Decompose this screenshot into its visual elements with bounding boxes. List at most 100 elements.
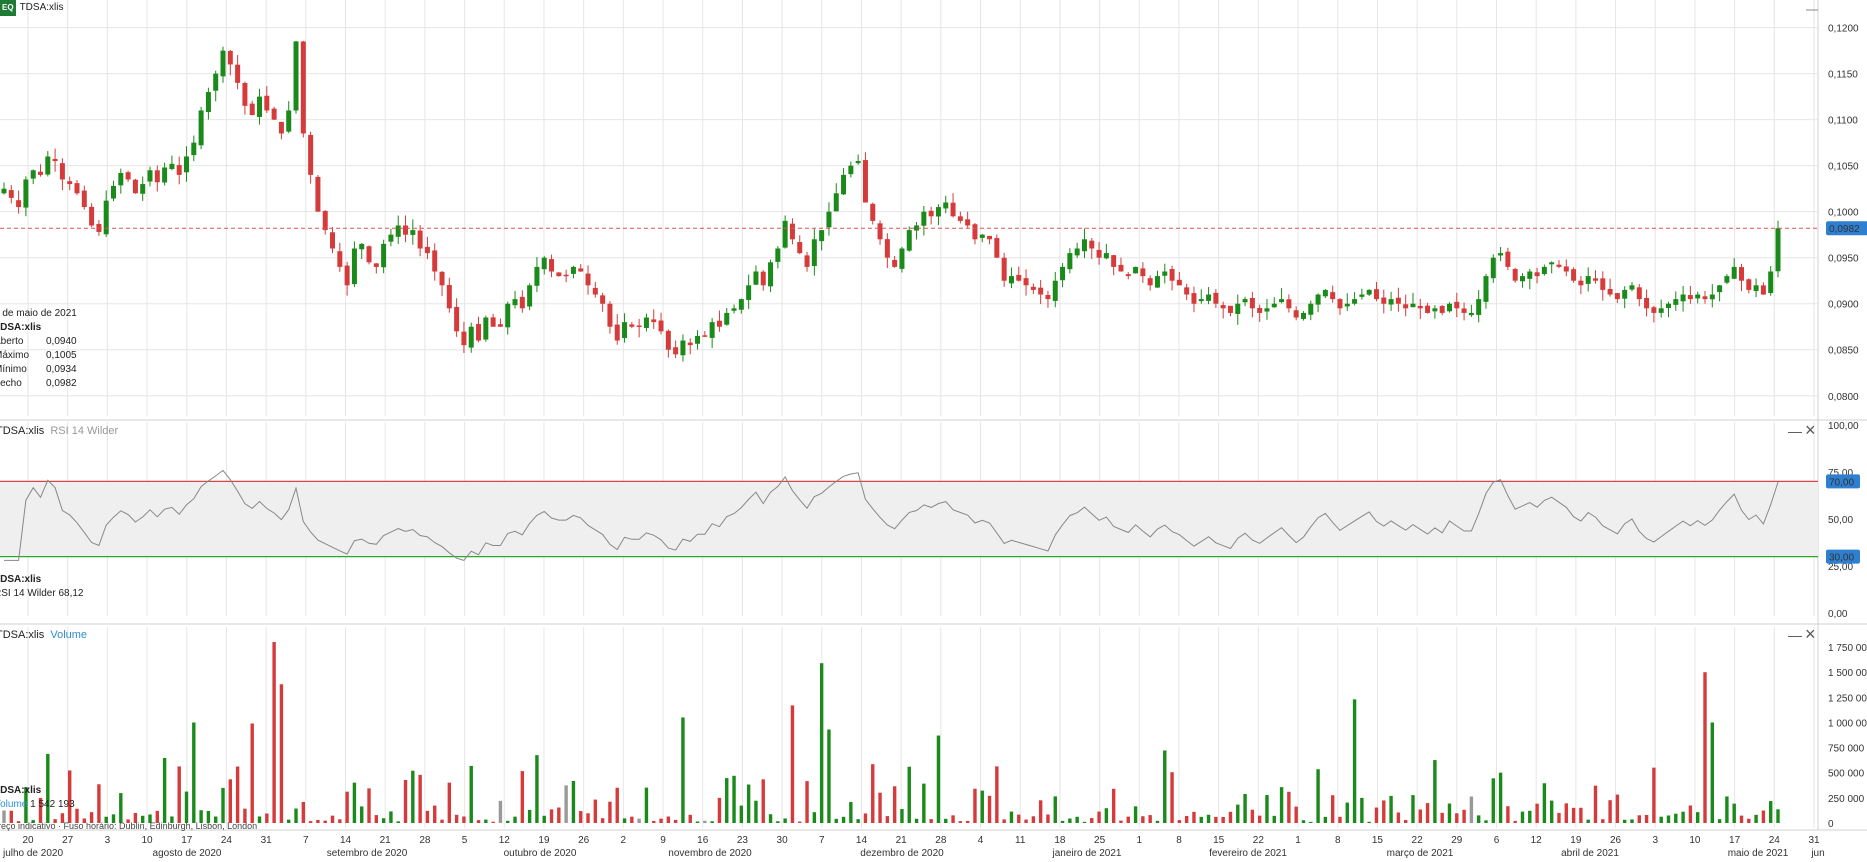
rsi-tick-label: 75,00 (1828, 468, 1853, 479)
volume-bar (798, 821, 802, 823)
candle-body (169, 163, 175, 169)
candle-body (1600, 278, 1606, 290)
volume-bar (1564, 803, 1568, 823)
month-label: novembro de 2020 (668, 848, 752, 859)
volume-bar (725, 778, 729, 823)
rsi-close-button[interactable]: × (1805, 420, 1816, 440)
candle-body (30, 170, 36, 179)
volume-bar (352, 782, 357, 823)
rsi-tick-label: 25,00 (1828, 562, 1853, 573)
volume-bar (944, 818, 948, 823)
candle-body (1461, 308, 1467, 313)
volume-bar (1476, 815, 1481, 823)
volume-close-button[interactable]: × (1805, 624, 1816, 644)
candle-body (957, 216, 963, 221)
candle-body (702, 335, 708, 337)
date-tick-label: 23 (737, 835, 749, 846)
volume-bar (323, 820, 327, 823)
volume-bar (637, 818, 641, 823)
volume-bar (1768, 801, 1773, 823)
date-tick-label: 25 (1094, 835, 1106, 846)
candle-body (184, 156, 190, 173)
candle-body (600, 295, 606, 304)
candle-body (257, 96, 263, 117)
volume-bar (403, 779, 408, 823)
candle-body (271, 108, 277, 120)
volume-bar (1360, 797, 1364, 823)
volume-bar (433, 805, 437, 823)
candle-body (1111, 255, 1117, 267)
candle-body (782, 220, 788, 248)
rsi-minimize-button[interactable]: — (1788, 423, 1802, 439)
volume-bar (900, 809, 904, 823)
volume-bar (206, 810, 211, 823)
date-tick-label: 1 (1295, 835, 1301, 846)
volume-bar (214, 816, 218, 823)
candle-body (870, 203, 876, 221)
volume-minimize-button[interactable]: — (1788, 627, 1802, 643)
volume-bar (1418, 809, 1422, 823)
candle-body (1687, 295, 1693, 300)
month-label: abril de 2021 (1561, 848, 1619, 859)
volume-bar (294, 808, 298, 823)
candle-body (1432, 308, 1438, 312)
volume-bar (681, 717, 685, 823)
price-tick-label: 0,0950 (1828, 254, 1859, 265)
candle-body (1257, 307, 1263, 313)
volume-bar (170, 816, 174, 823)
date-tick-label: 18 (1054, 835, 1066, 846)
volume-bar (498, 800, 503, 823)
volume-bar (1170, 772, 1174, 823)
candle-body (1176, 279, 1182, 286)
volume-bar (250, 723, 254, 823)
volume-bar (1177, 820, 1182, 823)
volume-bar (104, 816, 108, 823)
candle-body (1191, 293, 1197, 304)
candle-body (1549, 262, 1555, 265)
volume-bar (1199, 816, 1203, 823)
candle-body (1505, 251, 1511, 267)
date-tick-label: 2 (621, 835, 627, 846)
volume-bar (155, 810, 160, 823)
candle-body (213, 73, 219, 91)
candle-body (67, 181, 73, 185)
volume-bar (287, 819, 291, 823)
volume-bar (1484, 820, 1488, 823)
volume-bar (1345, 802, 1349, 823)
volume-bar (389, 811, 393, 823)
volume-bar (717, 797, 722, 823)
candle-body (468, 326, 474, 348)
volume-bar (469, 765, 473, 823)
candle-body (585, 273, 591, 286)
candle-body (1322, 289, 1328, 297)
volume-bar (1659, 816, 1663, 823)
candle-body (673, 347, 679, 355)
candle-body (570, 266, 576, 274)
volume-bar (710, 821, 714, 823)
candle-body (643, 317, 649, 328)
candle-body (1213, 292, 1219, 304)
candle-body (1089, 240, 1095, 249)
candle-body (1081, 239, 1087, 252)
date-tick-label: 22 (1253, 835, 1265, 846)
candle-body (549, 259, 555, 272)
volume-bar (980, 790, 984, 823)
date-tick-label: 14 (340, 835, 352, 846)
candle-body (695, 335, 701, 344)
volume-bar (1776, 809, 1780, 823)
volume-bar (1637, 815, 1641, 823)
candle-body (1074, 248, 1080, 256)
volume-bar (885, 816, 890, 823)
candle-body (1717, 285, 1723, 293)
volume-bar (1389, 795, 1393, 823)
candle-body (366, 246, 372, 263)
volume-bar (1425, 803, 1430, 823)
volume-bar (330, 815, 335, 823)
candle-body (519, 296, 525, 309)
volume-bar (914, 818, 919, 823)
date-tick-label: 21 (380, 835, 392, 846)
candle-body (38, 171, 44, 175)
candle-body (1249, 297, 1255, 309)
candle-body (1162, 271, 1168, 276)
